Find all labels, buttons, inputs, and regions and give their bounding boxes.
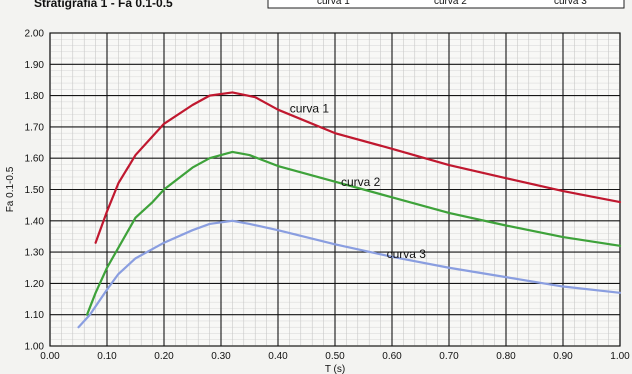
y-tick-label: 1.70 bbox=[25, 122, 45, 133]
legend-label-curva-1: curva 1 bbox=[317, 0, 350, 7]
y-tick-label: 1.30 bbox=[25, 248, 45, 259]
y-axis-title: Fa 0.1-0.5 bbox=[5, 166, 16, 212]
series-line-curva-1 bbox=[94, 91, 622, 244]
x-tick-label: 0.40 bbox=[268, 351, 288, 362]
plot-layer: 0.00 0.10 0.20 0.30 0.40 0.50 0.60 0.70 0.80 0.90… bbox=[5, 29, 630, 374]
y-tick-label: 1.10 bbox=[25, 310, 45, 321]
partial-title: Stratigrafia 1 - Fa 0.1-0.5 bbox=[34, 0, 173, 10]
series-line-curva-3 bbox=[77, 219, 622, 329]
x-tick-label: 1.00 bbox=[610, 351, 630, 362]
y-tick-label: 1.90 bbox=[25, 60, 45, 71]
legend-label-curva-2: curva 2 bbox=[434, 0, 467, 7]
y-tick-label: 1.50 bbox=[25, 185, 45, 196]
series-label-curva-2: curva 2 bbox=[341, 175, 381, 189]
y-tick-label: 1.60 bbox=[25, 154, 45, 165]
x-tick-label: 0.80 bbox=[496, 351, 516, 362]
y-tick-label: 1.00 bbox=[25, 342, 45, 353]
series-line-curva-2 bbox=[85, 150, 622, 316]
header-layer: Stratigrafia 1 - Fa 0.1-0.5 curva 1 curv… bbox=[34, 0, 625, 10]
series-label-curva-1: curva 1 bbox=[290, 102, 330, 116]
legend-box bbox=[267, 0, 625, 9]
series-label-curva-3: curva 3 bbox=[387, 247, 427, 261]
x-axis-title: T (s) bbox=[325, 364, 345, 374]
x-tick-label: 0.50 bbox=[325, 351, 345, 362]
x-tick-label: 0.60 bbox=[382, 351, 402, 362]
x-tick-label: 0.10 bbox=[97, 351, 117, 362]
x-tick-label: 0.00 bbox=[40, 351, 60, 362]
x-tick-label: 0.90 bbox=[553, 351, 573, 362]
x-tick-label: 0.30 bbox=[211, 351, 231, 362]
legend-label-curva-3: curva 3 bbox=[554, 0, 587, 7]
y-tick-label: 2.00 bbox=[25, 29, 45, 40]
x-tick-label: 0.70 bbox=[439, 351, 459, 362]
y-tick-label: 1.40 bbox=[25, 216, 45, 227]
y-tick-label: 1.80 bbox=[25, 91, 45, 102]
y-tick-label: 1.20 bbox=[25, 279, 45, 290]
x-tick-label: 0.20 bbox=[154, 351, 174, 362]
